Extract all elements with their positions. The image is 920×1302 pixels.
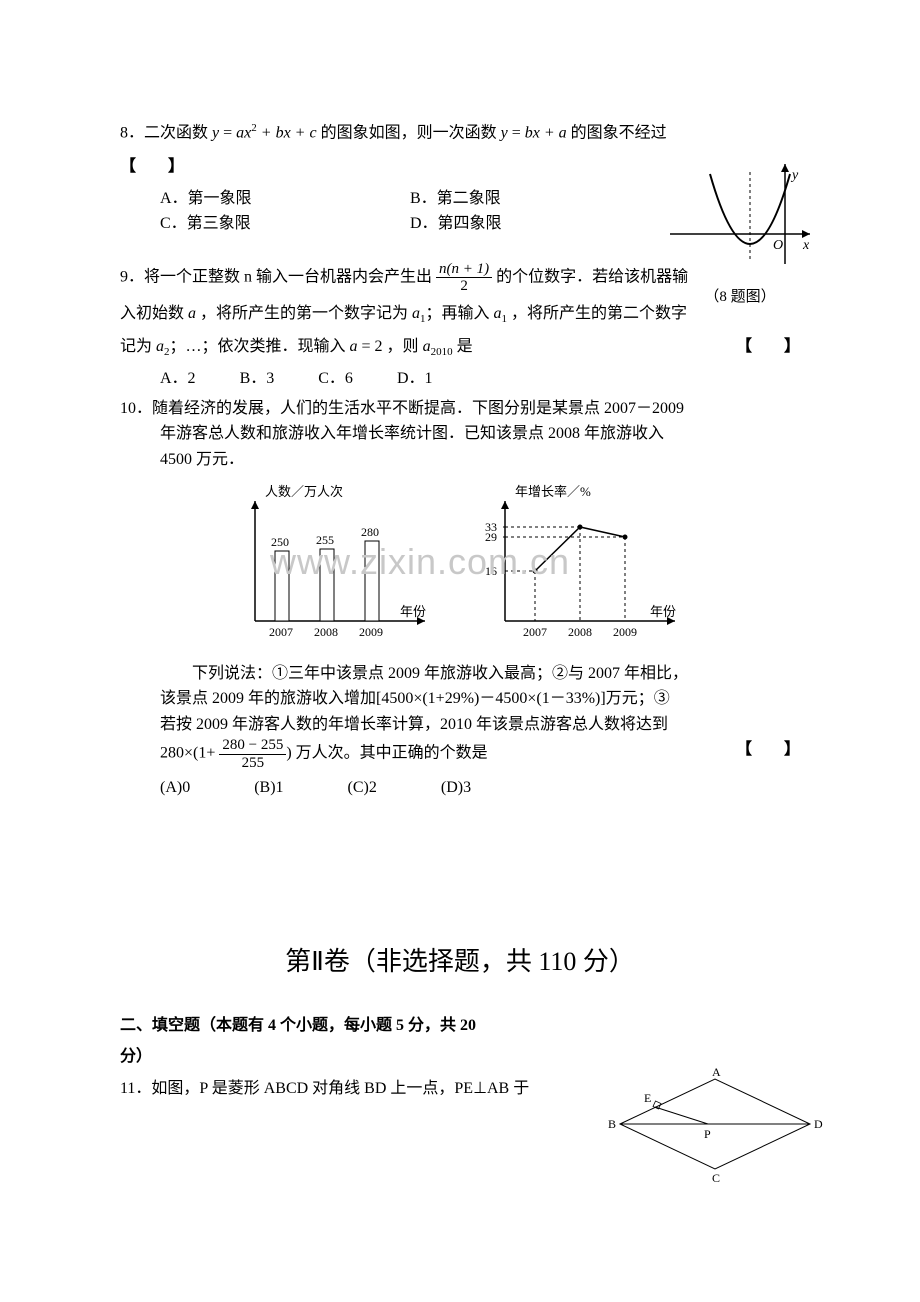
q10-line7: 280×(1+ 280 − 255255) 万人次。其中正确的个数是 【 】	[120, 737, 800, 771]
question-11: 11．如图，P 是菱形 ABCD 对角线 BD 上一点，PE⊥AB 于 A B …	[120, 1076, 800, 1102]
q10-answers: (A)0 (B)1 (C)2 (D)3	[120, 775, 800, 801]
lblE: E	[644, 1091, 651, 1105]
q9-optC: C．6	[318, 370, 353, 387]
parabola-caption: （8 题图）	[660, 285, 820, 309]
q8-suffix: 的图象不经过	[567, 124, 667, 141]
lc-cat2: 2008	[568, 625, 592, 639]
parabola-svg: y x O	[660, 154, 820, 274]
q10-l7a: 280×(1+	[160, 745, 219, 762]
q9-options: A．2 B．3 C．6 D．1	[120, 366, 800, 392]
q9-sub2010: 2010	[431, 347, 453, 359]
q8-bx2: bx + a	[525, 124, 567, 141]
axis-x-label: x	[802, 238, 810, 253]
lc-cat1: 2007	[523, 625, 547, 639]
question-10: 10．随着经济的发展，人们的生活水平不断提高．下图分别是某景点 2007－200…	[120, 396, 800, 801]
q8-y2: y	[501, 124, 508, 141]
q8-text: 8．二次函数 y = ax2 + bx + c 的图象如图，则一次函数 y = …	[120, 120, 800, 146]
lblA: A	[712, 1065, 721, 1079]
q8-ax: ax	[236, 124, 251, 141]
q10-ansB: (B)1	[254, 779, 283, 796]
q9-frac: n(n + 1) 2	[436, 261, 492, 295]
lblD: D	[814, 1117, 823, 1131]
bar3-cat: 2009	[359, 625, 383, 639]
q10-l7b: ) 万人次。其中正确的个数是	[286, 745, 487, 762]
q9-a: a	[188, 305, 196, 322]
q8-eq1: =	[219, 124, 236, 141]
q9-line3: 记为 a2；…；依次类推．现输入 a = 2 ，则 a2010 是 【 】	[120, 334, 800, 362]
q8-mid: 的图象如图，则一次函数	[317, 124, 501, 141]
chart2-xlabel: 年份	[650, 604, 676, 619]
q11-text: 11．如图，P 是菱形 ABCD 对角线 BD 上一点，PE⊥AB 于	[120, 1076, 550, 1102]
q9-a1: a	[412, 305, 420, 322]
q8-optB: B．第二象限	[410, 186, 610, 212]
q10-ansA: (A)0	[160, 779, 190, 796]
lblB: B	[608, 1117, 616, 1131]
q9-l3d: 是	[453, 338, 473, 355]
q8-optD: D．第四象限	[410, 211, 610, 237]
q10-line4: 下列说法：①三年中该景点 2009 年旅游收入最高；②与 2007 年相比，	[120, 661, 800, 687]
bar1-cat: 2007	[269, 625, 293, 639]
q8-prefix: 8．二次函数	[120, 124, 212, 141]
q9-l2b: ，将所产生的第一个数字记为	[196, 305, 412, 322]
chart2-ylabel: 年增长率／%	[515, 484, 591, 499]
watermark-text: www.zixin.com.cn	[270, 533, 570, 591]
charts-row: www.zixin.com.cn 人数／万人次 250 2007 255 200…	[120, 481, 800, 651]
q8-eq2: =	[508, 124, 525, 141]
q10-line2: 年游客总人数和旅游收入年增长率统计图．已知该景点 2008 年旅游收入	[120, 421, 800, 447]
q10-line1: 10．随着经济的发展，人们的生活水平不断提高．下图分别是某景点 2007－200…	[120, 396, 800, 422]
q9-l3c: = 2 ，则	[358, 338, 423, 355]
q10-frac-num: 280 − 255	[219, 737, 286, 755]
q10-line6: 若按 2009 年游客人数的年增长率计算，2010 年该景点游客总人数将达到	[120, 712, 800, 738]
chart1-xlabel: 年份	[400, 604, 426, 619]
q9-l3a: 记为	[120, 338, 156, 355]
lblC: C	[712, 1171, 720, 1184]
q9-a-eq: a	[350, 338, 358, 355]
q9-optB: B．3	[240, 370, 275, 387]
section2-title: 第Ⅱ卷（非选择题，共 110 分）	[120, 941, 800, 983]
chart1-ylabel: 人数／万人次	[265, 484, 343, 499]
q10-frac-den: 255	[219, 755, 286, 772]
q9-l3b: ；…；依次类推．现输入	[170, 338, 350, 355]
lblP: P	[704, 1127, 711, 1141]
q9-l2a: 入初始数	[120, 305, 188, 322]
rhombus-svg: A B C D E P	[600, 1064, 830, 1184]
rhombus-figure: A B C D E P	[600, 1064, 830, 1193]
q10-line3: 4500 万元．	[120, 447, 800, 473]
q9-a1b: a	[494, 305, 502, 322]
q9-frac-den: 2	[436, 278, 492, 295]
q9-a2010: a	[423, 338, 431, 355]
q9-optD: D．1	[397, 370, 433, 387]
q8-optA: A．第一象限	[160, 186, 410, 212]
lc-cat3: 2009	[613, 625, 637, 639]
q9-l1a: 9．将一个正整数 n 输入一台机器内会产生出	[120, 268, 432, 285]
axis-O-label: O	[773, 238, 783, 253]
bar2-cat: 2008	[314, 625, 338, 639]
q9-bracket: 【 】	[736, 334, 800, 360]
q10-ansC: (C)2	[348, 779, 377, 796]
q8-bx1: + bx + c	[257, 124, 317, 141]
parabola-figure: y x O （8 题图）	[660, 154, 820, 309]
q9-frac-num: n(n + 1)	[436, 261, 492, 279]
q10-frac: 280 − 255255	[219, 737, 286, 771]
q9-optA: A．2	[160, 370, 196, 387]
q10-bracket: 【 】	[736, 737, 800, 763]
q9-a2: a	[156, 338, 164, 355]
q9-l2c: ；再输入	[426, 305, 494, 322]
q8-optC: C．第三象限	[160, 211, 410, 237]
q10-line5: 该景点 2009 年的旅游收入增加[4500×(1+29%)－4500×(1－3…	[120, 686, 800, 712]
axis-y-label: y	[790, 168, 799, 183]
section2-sub1: 二、填空题（本题有 4 个小题，每小题 5 分，共 20	[120, 1013, 800, 1039]
q10-ansD: (D)3	[441, 779, 471, 796]
